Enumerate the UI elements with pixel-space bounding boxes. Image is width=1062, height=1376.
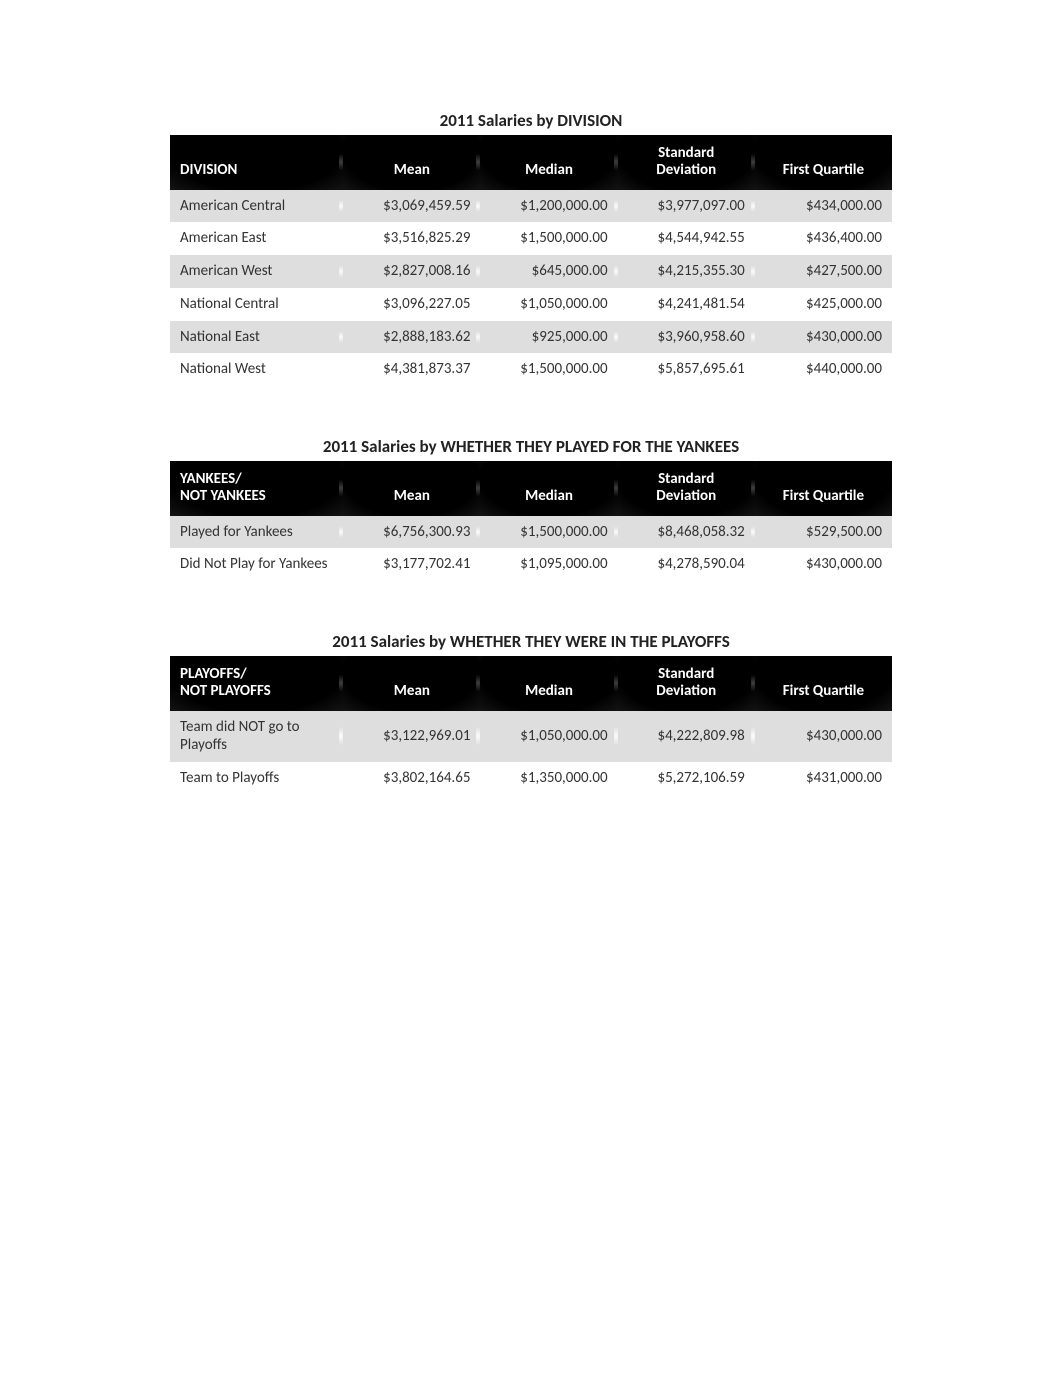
- cell-median: $1,095,000.00: [480, 548, 617, 581]
- cell-median: $1,500,000.00: [480, 222, 617, 255]
- col-q1: First Quartile: [755, 135, 892, 190]
- cell-mean: $3,069,459.59: [343, 190, 480, 223]
- cell-median: $1,500,000.00: [480, 353, 617, 386]
- cell-label: American East: [170, 222, 343, 255]
- cell-q1: $430,000.00: [755, 321, 892, 354]
- col-division: DIVISION: [170, 135, 343, 190]
- cell-mean: $3,802,164.65: [343, 762, 480, 795]
- table-row: Team to Playoffs $3,802,164.65 $1,350,00…: [170, 762, 892, 795]
- cell-q1: $425,000.00: [755, 288, 892, 321]
- cell-label: National East: [170, 321, 343, 354]
- playoffs-title: 2011 Salaries by WHETHER THEY WERE IN TH…: [170, 631, 892, 652]
- cell-q1: $430,000.00: [755, 711, 892, 763]
- col-mean: Mean: [343, 461, 480, 516]
- cell-label: Team to Playoffs: [170, 762, 343, 795]
- table-row: American East $3,516,825.29 $1,500,000.0…: [170, 222, 892, 255]
- playoffs-table-block: 2011 Salaries by WHETHER THEY WERE IN TH…: [170, 631, 892, 795]
- cell-median: $1,050,000.00: [480, 711, 617, 763]
- cell-label: Team did NOT go to Playoffs: [170, 711, 343, 763]
- cell-q1: $436,400.00: [755, 222, 892, 255]
- col-mean: Mean: [343, 656, 480, 711]
- cell-label: National West: [170, 353, 343, 386]
- cell-label: Did Not Play for Yankees: [170, 548, 343, 581]
- cell-sd: $5,857,695.61: [618, 353, 755, 386]
- cell-median: $1,500,000.00: [480, 516, 617, 549]
- cell-sd: $5,272,106.59: [618, 762, 755, 795]
- col-q1: First Quartile: [755, 461, 892, 516]
- cell-sd: $4,278,590.04: [618, 548, 755, 581]
- table-row: National East $2,888,183.62 $925,000.00 …: [170, 321, 892, 354]
- cell-median: $1,050,000.00: [480, 288, 617, 321]
- table-row: Team did NOT go to Playoffs $3,122,969.0…: [170, 711, 892, 763]
- cell-sd: $8,468,058.32: [618, 516, 755, 549]
- col-mean: Mean: [343, 135, 480, 190]
- cell-sd: $3,960,958.60: [618, 321, 755, 354]
- cell-median: $645,000.00: [480, 255, 617, 288]
- cell-mean: $3,096,227.05: [343, 288, 480, 321]
- cell-label: American Central: [170, 190, 343, 223]
- yankees-title: 2011 Salaries by WHETHER THEY PLAYED FOR…: [170, 436, 892, 457]
- col-yankees: YANKEES/NOT YANKEES: [170, 461, 343, 516]
- cell-sd: $4,215,355.30: [618, 255, 755, 288]
- cell-mean: $2,888,183.62: [343, 321, 480, 354]
- cell-q1: $434,000.00: [755, 190, 892, 223]
- table-row: American West $2,827,008.16 $645,000.00 …: [170, 255, 892, 288]
- col-playoffs: PLAYOFFS/NOT PLAYOFFS: [170, 656, 343, 711]
- cell-q1: $431,000.00: [755, 762, 892, 795]
- cell-sd: $4,241,481.54: [618, 288, 755, 321]
- col-median: Median: [480, 135, 617, 190]
- division-title: 2011 Salaries by DIVISION: [170, 110, 892, 131]
- cell-q1: $529,500.00: [755, 516, 892, 549]
- col-sd: StandardDeviation: [618, 135, 755, 190]
- cell-mean: $6,756,300.93: [343, 516, 480, 549]
- cell-median: $1,350,000.00: [480, 762, 617, 795]
- col-sd: StandardDeviation: [618, 461, 755, 516]
- cell-mean: $2,827,008.16: [343, 255, 480, 288]
- yankees-table-block: 2011 Salaries by WHETHER THEY PLAYED FOR…: [170, 436, 892, 581]
- cell-label: National Central: [170, 288, 343, 321]
- col-median: Median: [480, 461, 617, 516]
- cell-sd: $3,977,097.00: [618, 190, 755, 223]
- cell-mean: $3,177,702.41: [343, 548, 480, 581]
- division-table: DIVISION Mean Median StandardDeviation F…: [170, 135, 892, 386]
- cell-mean: $3,122,969.01: [343, 711, 480, 763]
- division-table-block: 2011 Salaries by DIVISION DIVISION Mean …: [170, 110, 892, 386]
- cell-label: American West: [170, 255, 343, 288]
- yankees-table: YANKEES/NOT YANKEES Mean Median Standard…: [170, 461, 892, 581]
- cell-median: $925,000.00: [480, 321, 617, 354]
- cell-q1: $430,000.00: [755, 548, 892, 581]
- cell-sd: $4,544,942.55: [618, 222, 755, 255]
- table-row: Did Not Play for Yankees $3,177,702.41 $…: [170, 548, 892, 581]
- cell-median: $1,200,000.00: [480, 190, 617, 223]
- cell-mean: $4,381,873.37: [343, 353, 480, 386]
- cell-mean: $3,516,825.29: [343, 222, 480, 255]
- cell-label: Played for Yankees: [170, 516, 343, 549]
- cell-sd: $4,222,809.98: [618, 711, 755, 763]
- col-sd: StandardDeviation: [618, 656, 755, 711]
- playoffs-table: PLAYOFFS/NOT PLAYOFFS Mean Median Standa…: [170, 656, 892, 795]
- cell-q1: $440,000.00: [755, 353, 892, 386]
- table-row: National West $4,381,873.37 $1,500,000.0…: [170, 353, 892, 386]
- col-q1: First Quartile: [755, 656, 892, 711]
- table-row: National Central $3,096,227.05 $1,050,00…: [170, 288, 892, 321]
- cell-q1: $427,500.00: [755, 255, 892, 288]
- table-row: American Central $3,069,459.59 $1,200,00…: [170, 190, 892, 223]
- col-median: Median: [480, 656, 617, 711]
- table-row: Played for Yankees $6,756,300.93 $1,500,…: [170, 516, 892, 549]
